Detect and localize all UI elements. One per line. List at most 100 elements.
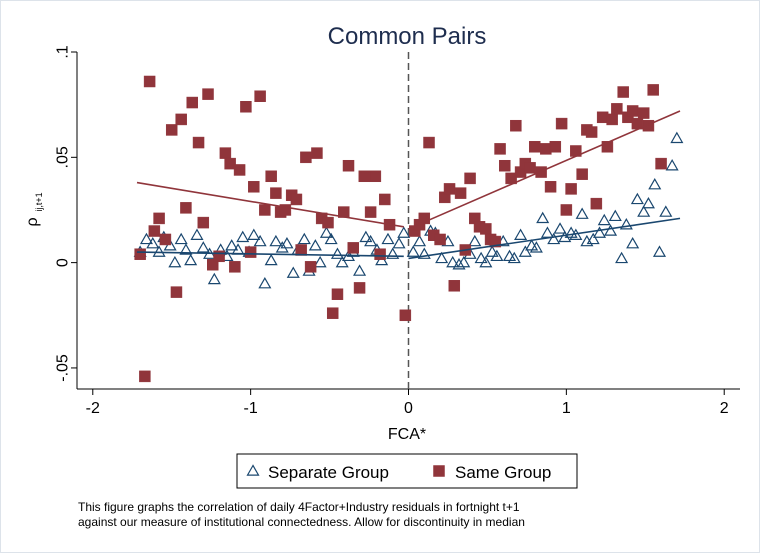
separate-group-point xyxy=(529,241,543,253)
separate-group-point xyxy=(474,251,488,264)
separate-group-point xyxy=(630,192,644,205)
separate-group-point xyxy=(626,236,640,249)
data-marks xyxy=(133,75,684,383)
same-group-point xyxy=(342,159,355,172)
separate-group-point xyxy=(397,226,411,238)
same-group-point xyxy=(454,187,467,199)
separate-group-point xyxy=(468,234,482,247)
separate-group-point xyxy=(507,251,521,264)
separate-group-point xyxy=(490,249,504,262)
same-group-point xyxy=(322,216,334,229)
same-group-point xyxy=(304,261,317,273)
same-group-point xyxy=(423,136,435,149)
same-group-point xyxy=(233,164,246,176)
separate-group-point xyxy=(313,255,327,268)
same-group-point xyxy=(213,250,225,263)
figure-caption: This figure graphs the correlation of da… xyxy=(78,500,738,530)
same-group-point xyxy=(259,204,271,216)
same-group-point xyxy=(248,181,260,193)
separate-group-point xyxy=(641,196,655,209)
same-group-point xyxy=(601,141,614,153)
same-group-point xyxy=(143,75,156,88)
same-group-point xyxy=(489,235,502,248)
x-tick-label: 2 xyxy=(720,400,729,417)
same-group-point xyxy=(139,370,151,383)
legend-marker-same xyxy=(433,465,445,477)
same-group-point xyxy=(565,183,577,195)
same-group-point xyxy=(524,162,536,174)
separate-group-point xyxy=(319,226,333,238)
same-group-point xyxy=(611,103,623,115)
separate-group-point xyxy=(435,251,449,264)
same-group-point xyxy=(295,244,307,256)
separate-group-point xyxy=(152,245,166,257)
same-group-point xyxy=(590,197,603,210)
same-group-point xyxy=(229,261,241,273)
separate-group-point xyxy=(359,230,373,243)
separate-group-point xyxy=(652,245,667,257)
separate-group-point xyxy=(413,234,427,247)
same-group-point xyxy=(186,96,198,109)
separate-group-point xyxy=(174,232,188,245)
separate-group-point xyxy=(190,228,204,240)
separate-group-point xyxy=(386,247,400,259)
same-group-point xyxy=(480,223,492,235)
same-group-point xyxy=(443,183,456,195)
separate-group-point xyxy=(179,243,193,255)
separate-group-point xyxy=(269,234,283,247)
same-group-point xyxy=(642,119,655,132)
separate-group-point xyxy=(392,236,406,249)
same-group-point xyxy=(448,280,461,292)
axes: -2 -1 0 1 2 -.05 0 .05 .1 xyxy=(55,45,740,417)
separate-group-point xyxy=(536,211,550,224)
same-group-point xyxy=(379,193,391,206)
same-group-fit-right xyxy=(408,110,681,230)
separate-group-point xyxy=(297,232,311,245)
same-group-point xyxy=(192,136,205,149)
same-group-point xyxy=(244,246,257,258)
x-tick-label: 1 xyxy=(562,400,571,417)
same-group-point xyxy=(270,187,282,199)
same-group-point xyxy=(549,141,562,153)
y-tick-label: .1 xyxy=(55,45,72,58)
separate-group-point xyxy=(665,159,679,171)
same-group-point xyxy=(374,248,386,260)
separate-group-point xyxy=(308,239,322,251)
separate-group-point xyxy=(446,255,460,268)
y-tick-label: .05 xyxy=(55,146,72,168)
same-group-point xyxy=(353,282,366,294)
legend-label-separate: Separate Group xyxy=(268,463,389,482)
separate-group-point xyxy=(637,205,651,217)
legend-items xyxy=(246,464,445,477)
separate-group-point xyxy=(324,232,338,245)
separate-group-point xyxy=(264,253,278,266)
legend: Separate Group Same Group xyxy=(236,453,578,489)
separate-group-point xyxy=(648,177,662,190)
same-group-point xyxy=(326,307,339,319)
same-group-point xyxy=(224,157,236,170)
separate-group-point xyxy=(168,255,182,268)
x-axis-label: FCA* xyxy=(388,426,426,443)
same-group-point xyxy=(331,288,344,300)
same-group-point xyxy=(265,170,277,183)
separate-group-point xyxy=(330,247,344,259)
same-group-point xyxy=(134,248,146,260)
separate-group-point xyxy=(592,226,607,238)
same-group-point xyxy=(510,119,522,132)
separate-group-point xyxy=(659,205,673,217)
same-group-point xyxy=(207,258,219,271)
same-group-point xyxy=(544,181,557,193)
legend-box xyxy=(236,453,578,489)
separate-group-point xyxy=(417,247,431,259)
separate-group-point xyxy=(236,230,250,243)
separate-group-point xyxy=(670,131,684,144)
separate-group-point xyxy=(184,253,198,266)
separate-group-point xyxy=(452,258,466,270)
separate-group-point xyxy=(597,213,611,226)
separate-group-fit-right xyxy=(408,217,681,260)
separate-group-point xyxy=(225,239,239,251)
same-group-fit-left xyxy=(136,181,404,228)
separate-group-point xyxy=(547,232,561,245)
separate-group-point xyxy=(485,245,499,257)
